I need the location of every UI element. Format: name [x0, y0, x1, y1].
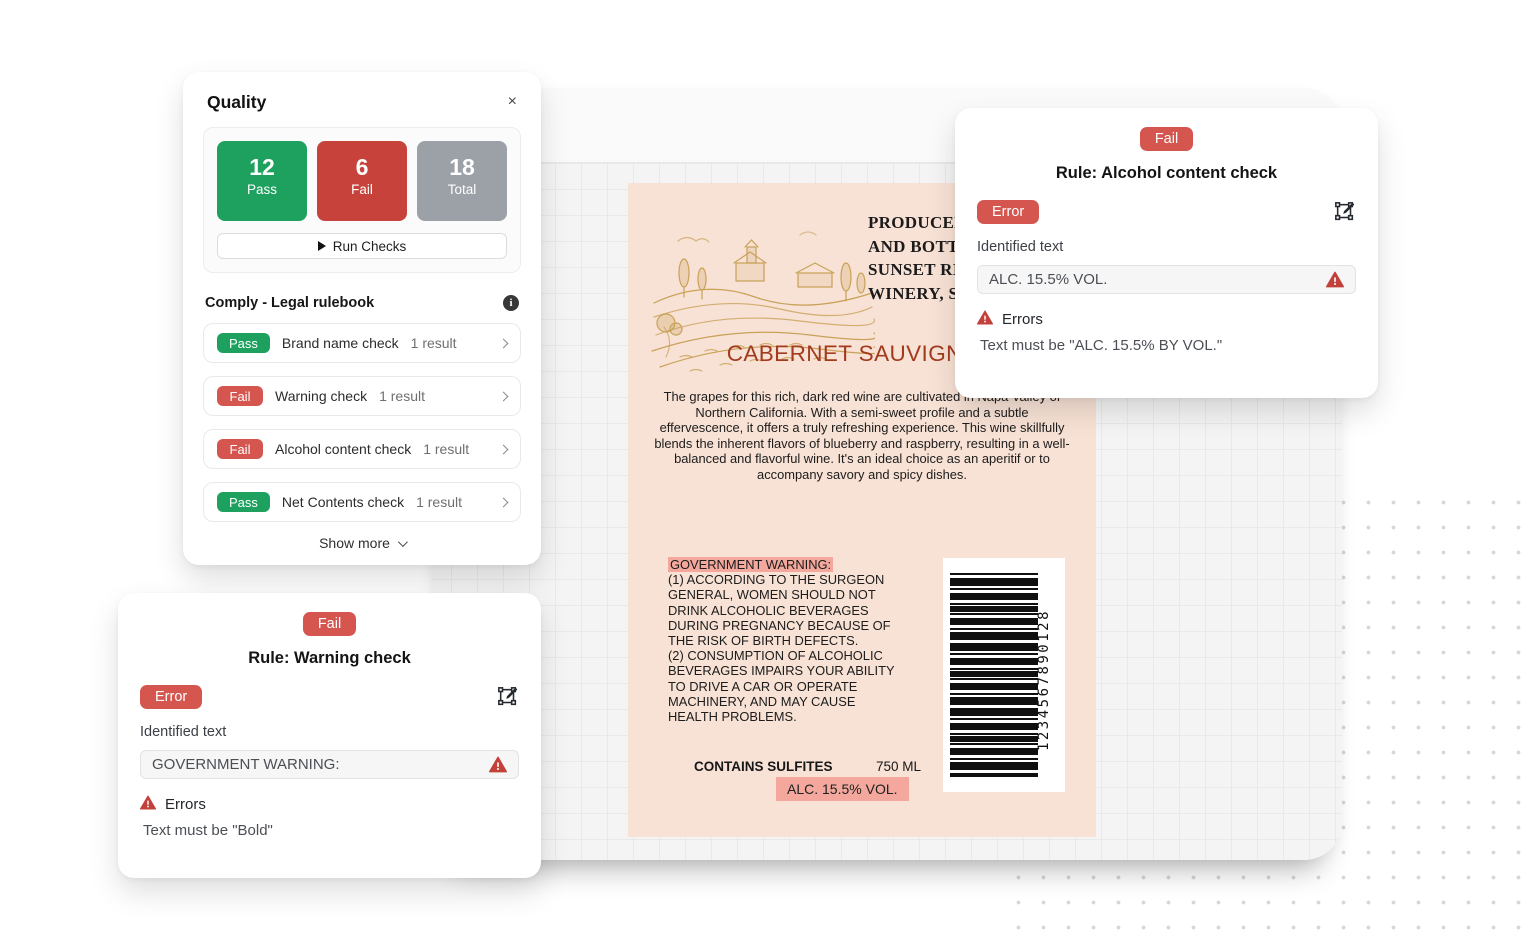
status-badge: Pass [217, 333, 270, 353]
quality-panel: Quality × 12 Pass 6 Fail 18 Total [183, 72, 541, 565]
identified-text-field[interactable]: GOVERNMENT WARNING: [140, 750, 519, 779]
government-warning-block: GOVERNMENT WARNING: (1) ACCORDING TO THE… [668, 557, 924, 724]
fail-stat-box: 6 Fail [317, 141, 407, 221]
error-message: Text must be "Bold" [143, 822, 273, 839]
run-checks-button[interactable]: Run Checks [217, 233, 507, 259]
status-badge: Fail [217, 439, 263, 459]
stats-summary-card: 12 Pass 6 Fail 18 Total Run Checks [203, 127, 521, 273]
show-more-button[interactable]: Show more [183, 535, 541, 551]
alcohol-content-highlight: ALC. 15.5% VOL. [776, 777, 909, 801]
check-row-brand-name[interactable]: Pass Brand name check 1 result [203, 323, 521, 363]
status-badge: Pass [217, 492, 270, 512]
fail-count: 6 [355, 154, 369, 180]
alcohol-rule-card: Fail Rule: Alcohol content check Error I… [955, 108, 1378, 398]
total-label: Total [447, 182, 477, 197]
rulebook-section-header: Comply - Legal rulebook i [205, 295, 519, 311]
check-result-count: 1 result [379, 388, 425, 404]
identified-text-field[interactable]: ALC. 15.5% VOL. [977, 265, 1356, 294]
check-row-warning[interactable]: Fail Warning check 1 result [203, 376, 521, 416]
chevron-right-icon [498, 391, 509, 401]
run-checks-label: Run Checks [332, 238, 407, 254]
check-result-count: 1 result [410, 335, 457, 351]
check-row-alcohol-content[interactable]: Fail Alcohol content check 1 result [203, 429, 521, 469]
error-badge: Error [977, 200, 1040, 224]
rule-title: Rule: Alcohol content check [1055, 164, 1278, 182]
barcode-bars [950, 573, 1038, 777]
wine-label[interactable]: PRODUCED AND BOTTLED BY SUNSET RIDGE WIN… [628, 183, 1096, 837]
errors-label: Errors [1002, 311, 1043, 328]
edit-icon[interactable] [1334, 201, 1356, 223]
show-more-label: Show more [319, 535, 390, 551]
quality-panel-header: Quality × [183, 72, 541, 113]
check-label: Alcohol content check [275, 441, 412, 457]
chevron-right-icon [498, 444, 509, 454]
error-badge: Error [140, 685, 203, 709]
play-icon [317, 241, 326, 251]
rule-title: Rule: Warning check [248, 649, 411, 667]
rulebook-title: Comply - Legal rulebook [205, 295, 375, 311]
warning-body: (1) ACCORDING TO THE SURGEON GENERAL, WO… [668, 572, 895, 725]
contains-sulfites-text: CONTAINS SULFITES [694, 759, 833, 774]
check-label: Net Contents check [281, 494, 405, 510]
barcode-digits: 1234567890128 [1036, 608, 1052, 752]
info-icon[interactable]: i [503, 295, 519, 311]
error-message: Text must be "ALC. 15.5% BY VOL." [980, 337, 1223, 354]
close-icon[interactable]: × [507, 93, 517, 110]
stat-row: 12 Pass 6 Fail 18 Total [217, 141, 507, 221]
warning-triangle-icon [977, 310, 993, 329]
check-row-net-contents[interactable]: Pass Net Contents check 1 result [203, 482, 521, 522]
pass-count: 12 [249, 154, 275, 180]
check-list: Pass Brand name check 1 result Fail Warn… [203, 323, 521, 522]
total-stat-box: 18 Total [417, 141, 507, 221]
vineyard-illustration [651, 231, 875, 372]
chevron-down-icon [397, 536, 408, 547]
wine-title: CABERNET SAUVIGNON [726, 341, 998, 366]
check-label: Brand name check [281, 335, 399, 351]
warning-triangle-icon [140, 795, 156, 814]
errors-label: Errors [165, 796, 206, 813]
edit-icon[interactable] [497, 686, 519, 708]
pass-stat-box: 12 Pass [217, 141, 307, 221]
identified-text-value: GOVERNMENT WARNING: [152, 756, 340, 773]
barcode: 1234567890128 [943, 558, 1065, 792]
chevron-right-icon [498, 497, 509, 507]
check-result-count: 1 result [423, 441, 470, 457]
check-result-count: 1 result [416, 494, 462, 510]
warning-triangle-icon [489, 756, 507, 773]
chevron-right-icon [498, 338, 509, 348]
fail-label: Fail [351, 182, 373, 197]
warning-highlight: GOVERNMENT WARNING: [668, 557, 834, 572]
status-badge: Fail [217, 386, 263, 406]
identified-text-label: Identified text [977, 239, 1064, 255]
pass-label: Pass [246, 182, 277, 197]
total-count: 18 [449, 154, 475, 180]
warning-triangle-icon [1326, 271, 1344, 288]
panel-title: Quality [207, 92, 267, 112]
identified-text-label: Identified text [140, 724, 227, 740]
check-label: Warning check [275, 388, 368, 404]
wine-description: The grapes for this rich, dark red wine … [654, 389, 1070, 482]
fail-badge: Fail [302, 612, 357, 636]
identified-text-value: ALC. 15.5% VOL. [989, 271, 1108, 288]
net-contents-text: 750 ML [876, 759, 922, 774]
warning-rule-card: Fail Rule: Warning check Error Identifie… [118, 593, 541, 878]
fail-badge: Fail [1139, 127, 1194, 151]
